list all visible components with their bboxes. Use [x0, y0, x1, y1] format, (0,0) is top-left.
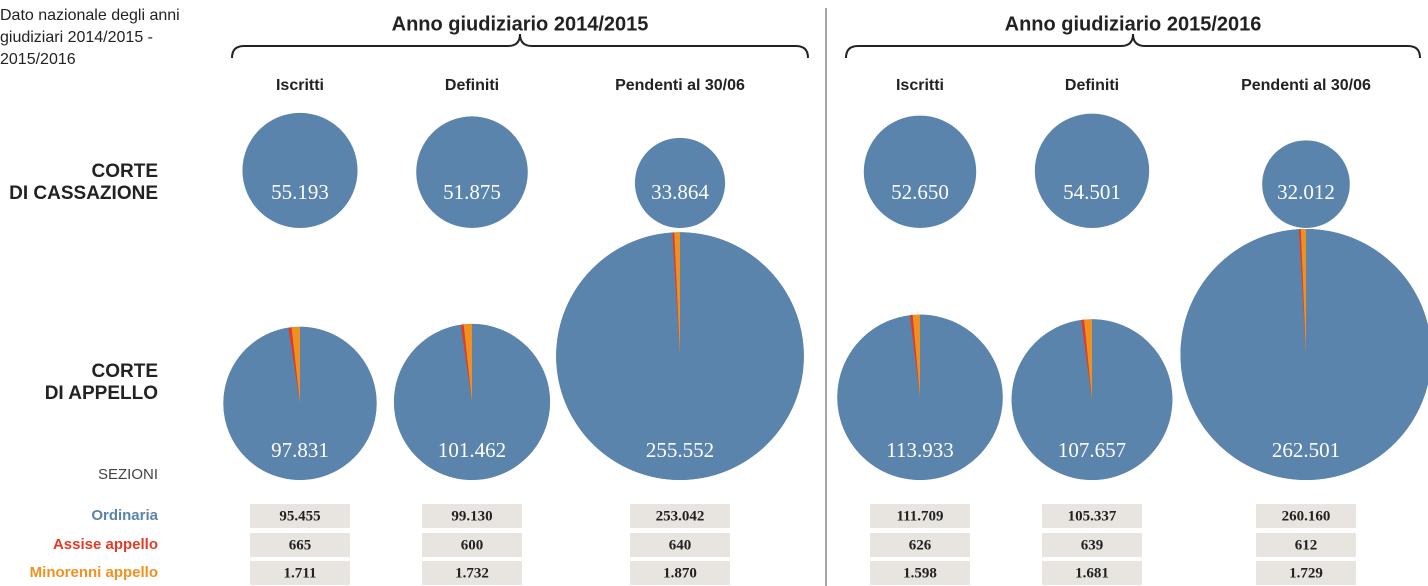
table-cell: [870, 533, 970, 557]
column-header: Iscritti: [896, 77, 944, 94]
value-label: 51.875: [443, 180, 501, 204]
pie-slice: [672, 232, 680, 357]
bubble: [863, 115, 977, 228]
value-label: 52.650: [891, 180, 949, 204]
row-label: DI APPELLO: [45, 383, 158, 404]
cell-value: 626: [909, 537, 932, 553]
pie-slice: [1081, 319, 1092, 400]
cell-value: 640: [669, 537, 692, 553]
cell-value: 1.870: [663, 565, 697, 581]
panel-title: Anno giudiziario 2014/2015: [392, 13, 649, 35]
pie-slice: [556, 232, 804, 480]
row-label: DI CASSAZIONE: [9, 183, 158, 204]
cell-value: 1.681: [1075, 565, 1109, 581]
column-header: Definiti: [1065, 77, 1119, 94]
cell-value: 612: [1295, 537, 1318, 553]
legend-label: Ordinaria: [91, 507, 158, 524]
value-label: 54.501: [1063, 180, 1121, 204]
pie-slice: [393, 323, 551, 480]
pie-slice: [1298, 229, 1306, 355]
pie-slice: [1084, 319, 1092, 400]
cell-value: 1.729: [1289, 565, 1323, 581]
table-cell: [250, 561, 350, 585]
panel-title: Anno giudiziario 2015/2016: [1005, 13, 1262, 35]
table-cell: [422, 561, 522, 585]
cell-value: 260.160: [1282, 508, 1331, 524]
table-cell: [250, 504, 350, 528]
column-header: Pendenti al 30/06: [1241, 77, 1371, 94]
table-cell: [630, 561, 730, 585]
note: giudiziari 2014/2015 -: [0, 29, 153, 46]
brace: [845, 33, 1421, 59]
table-cell: [422, 533, 522, 557]
note: Dato nazionale degli anni: [0, 7, 180, 24]
legend-title: SEZIONI: [98, 466, 158, 483]
value-label: 33.864: [651, 180, 709, 204]
pie-slice: [912, 314, 920, 398]
pie-slice: [288, 327, 300, 404]
cell-value: 1.711: [284, 565, 317, 581]
pie-slice: [1300, 228, 1306, 355]
pie-slice: [1011, 319, 1173, 480]
value-label: 113.933: [886, 438, 953, 462]
bubble: [634, 137, 726, 228]
pie-slice: [460, 324, 472, 402]
cell-value: 95.455: [279, 508, 320, 524]
pie-slice: [909, 314, 920, 398]
column-header: Definiti: [445, 77, 499, 94]
table-cell: [422, 504, 522, 528]
legend-label: Assise appello: [53, 536, 158, 553]
cell-value: 111.709: [896, 508, 943, 524]
note: 2015/2016: [0, 51, 76, 68]
cell-value: 253.042: [656, 508, 705, 524]
row-label: CORTE: [92, 361, 159, 382]
table-cell: [1042, 533, 1142, 557]
bubble: [416, 116, 528, 228]
pie-slice: [291, 326, 300, 404]
pie-slice: [223, 326, 377, 481]
cell-value: 600: [461, 537, 484, 553]
cell-value: 99.130: [451, 508, 492, 524]
table-cell: [1256, 561, 1356, 585]
legend-label: Minorenni appello: [30, 564, 158, 581]
pie-slice: [463, 323, 472, 402]
value-label: 101.462: [438, 438, 506, 462]
value-label: 32.012: [1277, 180, 1335, 204]
pie-slice: [837, 314, 1003, 481]
cell-value: 639: [1081, 537, 1104, 553]
row-label: CORTE: [92, 161, 159, 182]
table-cell: [870, 504, 970, 528]
table-cell: [870, 561, 970, 585]
table-cell: [1256, 504, 1356, 528]
value-label: 262.501: [1272, 438, 1340, 462]
column-header: Pendenti al 30/06: [615, 77, 745, 94]
brace: [231, 33, 809, 59]
cell-value: 1.732: [455, 565, 489, 581]
table-cell: [250, 533, 350, 557]
pie-slice: [674, 232, 680, 357]
cell-value: 105.337: [1068, 508, 1117, 524]
table-cell: [1042, 504, 1142, 528]
table-cell: [1042, 561, 1142, 585]
table-cell: [1256, 533, 1356, 557]
value-label: 255.552: [646, 438, 714, 462]
bubble: [1262, 140, 1350, 228]
pie-slice: [1180, 228, 1428, 480]
bubble: [1034, 113, 1150, 228]
value-label: 97.831: [271, 438, 329, 462]
table-cell: [630, 533, 730, 557]
table-cell: [630, 504, 730, 528]
column-header: Iscritti: [276, 77, 324, 94]
bubble: [242, 112, 358, 228]
cell-value: 1.598: [903, 565, 937, 581]
value-label: 55.193: [271, 180, 329, 204]
value-label: 107.657: [1058, 438, 1126, 462]
cell-value: 665: [289, 537, 312, 553]
